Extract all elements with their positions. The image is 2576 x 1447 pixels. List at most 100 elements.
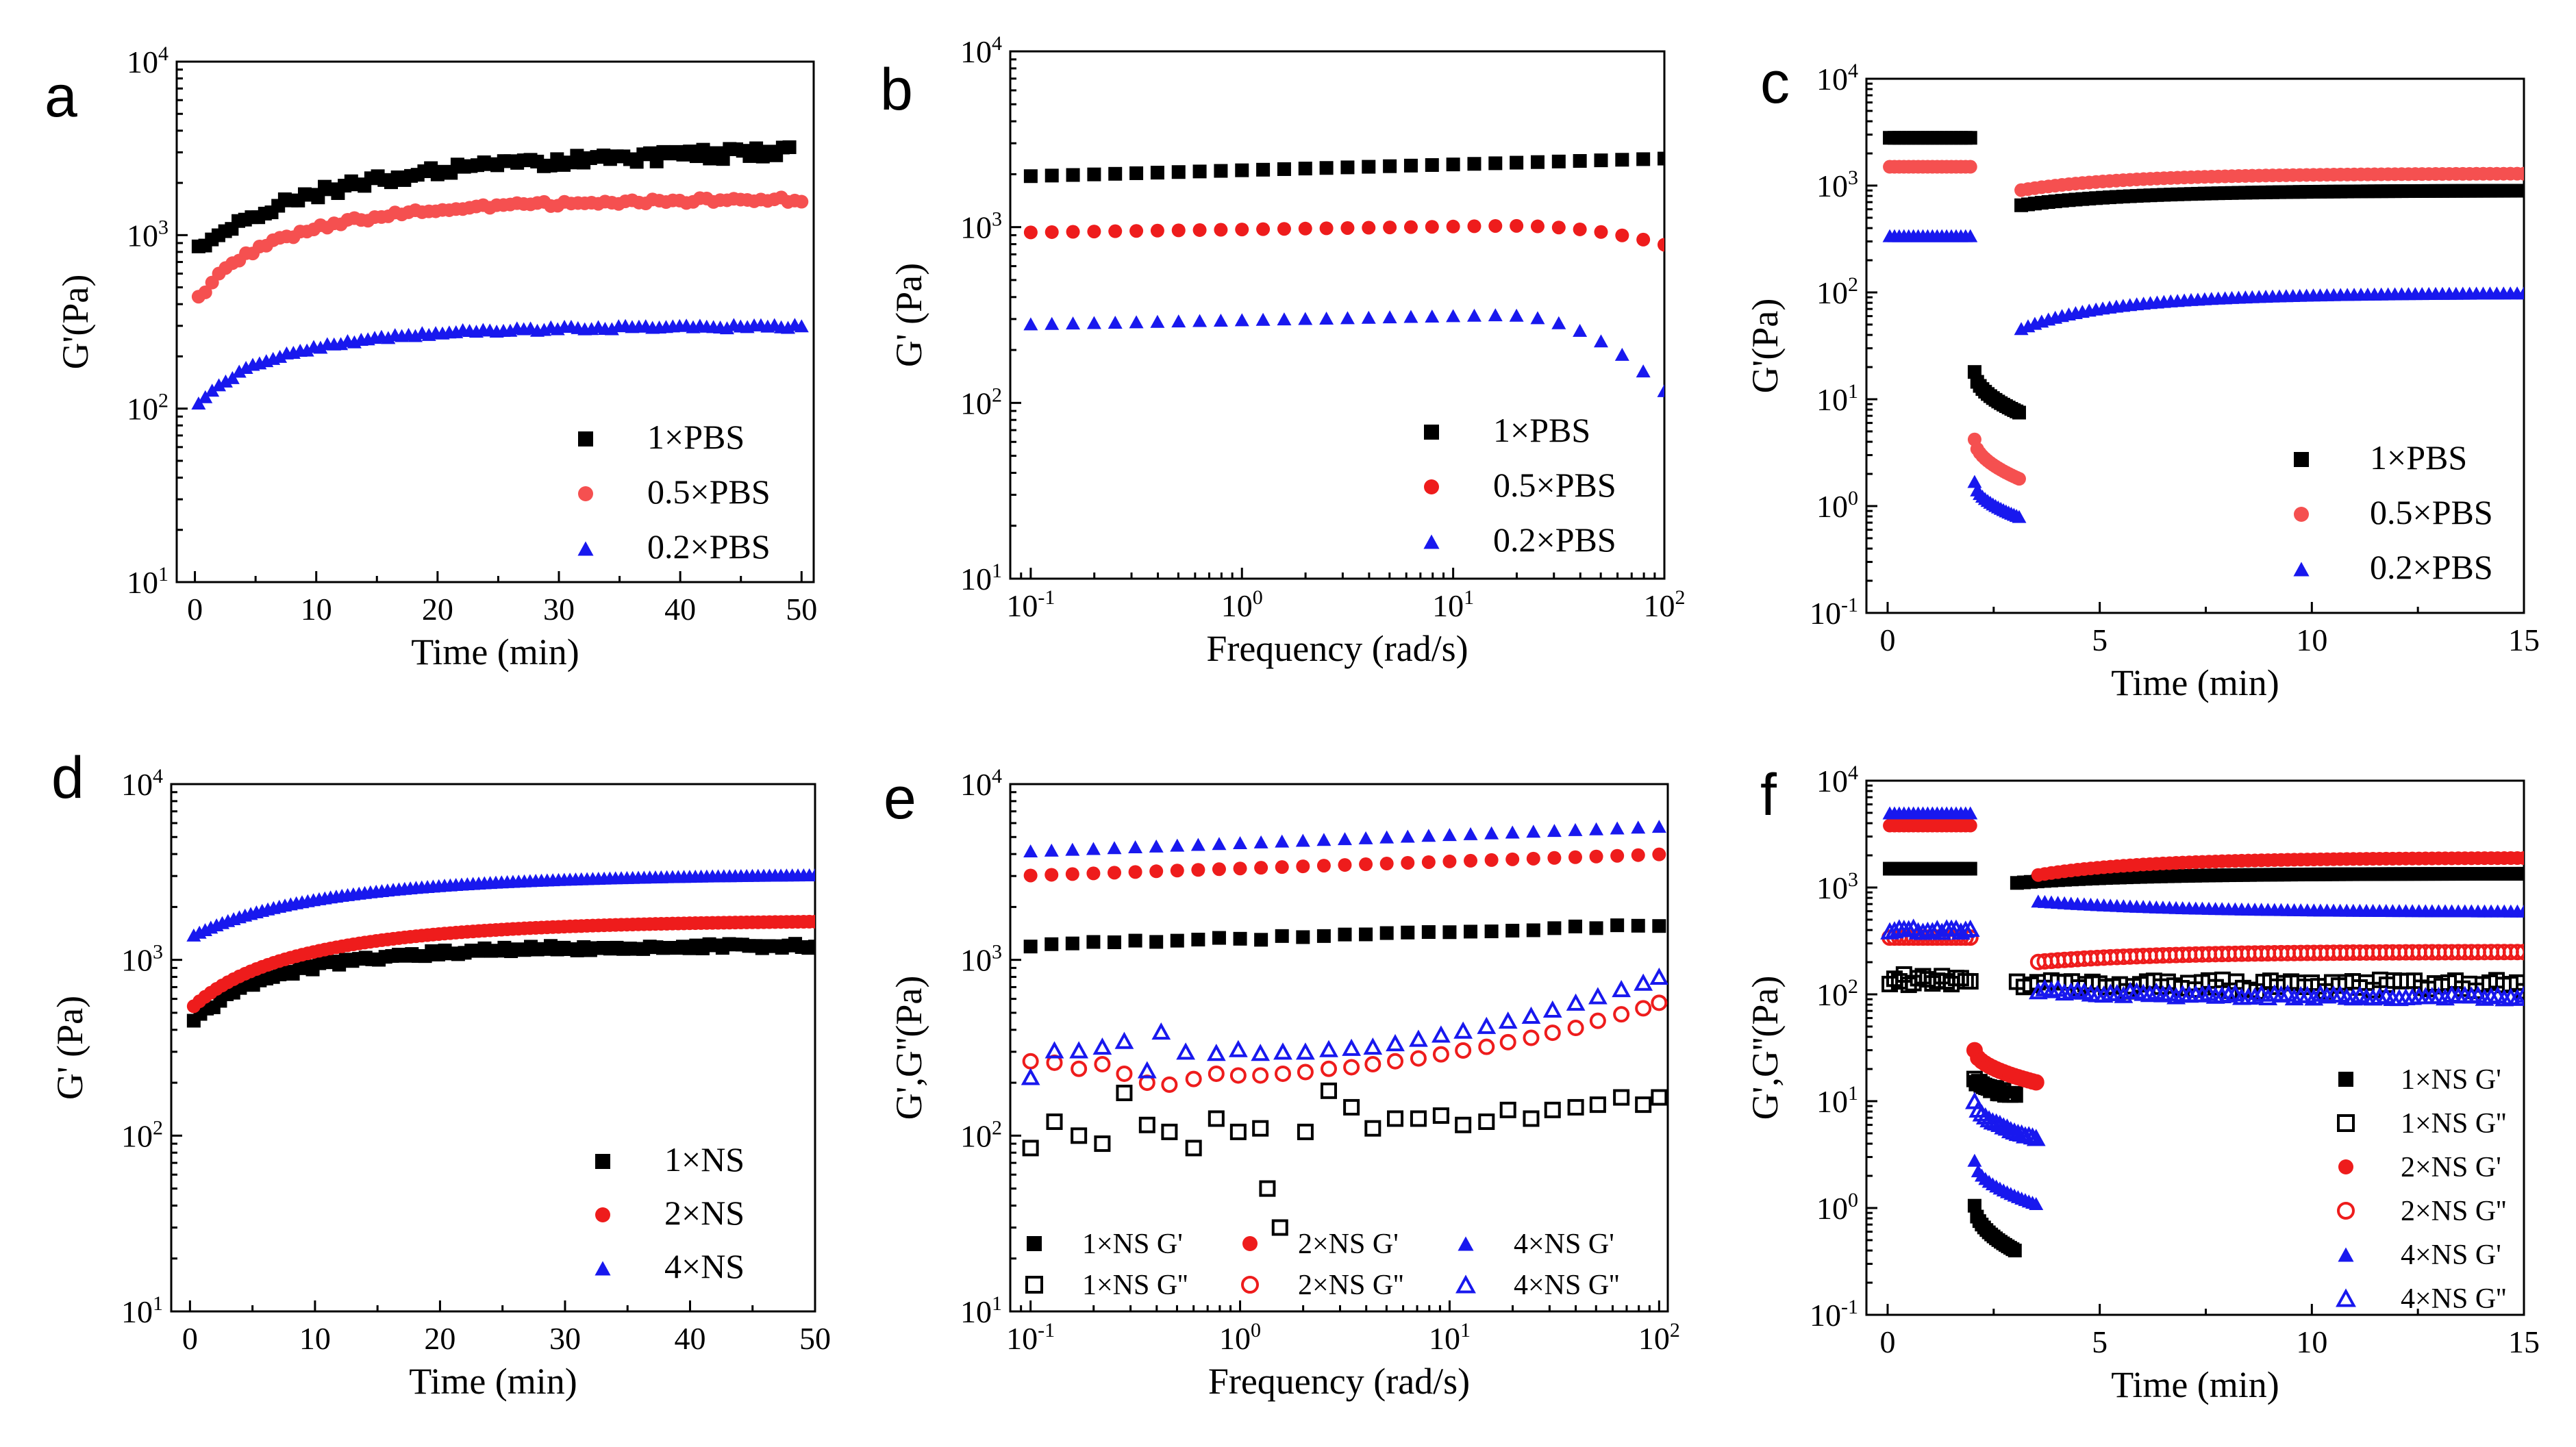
data-point: [1658, 238, 1664, 252]
data-point: [1505, 923, 1520, 938]
data-point: [1488, 308, 1503, 322]
data-point: [1273, 1042, 1292, 1060]
data-point: [1190, 838, 1205, 851]
data-point: [1256, 162, 1271, 177]
data-point: [1425, 158, 1439, 172]
data-point: [1171, 223, 1186, 238]
data-point: [1510, 218, 1524, 233]
data-point: [794, 319, 809, 333]
data-point: [1066, 225, 1080, 239]
x-tick-label: 100: [1219, 1319, 1261, 1356]
legend-label: 4×NS: [664, 1247, 745, 1285]
data-point: [1107, 841, 1122, 855]
x-axis-title: Time (min): [2111, 662, 2279, 703]
data-point: [1343, 1059, 1360, 1076]
data-point: [1340, 221, 1355, 235]
data-point: [808, 914, 815, 929]
data-point: [1526, 923, 1540, 938]
x-tick-label: 15: [2508, 622, 2540, 657]
data-point: [1544, 1024, 1561, 1042]
data-point: [1403, 158, 1418, 173]
x-tick-label: 30: [549, 1321, 581, 1356]
data-point: [2508, 988, 2524, 1006]
series-1×NS: [186, 937, 815, 1028]
data-point: [2516, 904, 2524, 918]
data-point: [1128, 865, 1142, 879]
data-point: [1466, 308, 1481, 322]
legend: 1×NS 2×NS 4×NS: [595, 1140, 745, 1285]
legend-marker: [2338, 1072, 2353, 1087]
data-point: [1212, 837, 1227, 851]
x-tick-label: 0: [1879, 1324, 1895, 1359]
data-layer: [1023, 151, 1664, 397]
data-point: [1523, 1110, 1540, 1127]
series-4×NS G'': [1021, 967, 1668, 1085]
legend: 1×NS G' 1×NS G'' 2×NS G' 2×NS G'' 4×NS G' 4×N…: [1025, 1229, 1619, 1301]
data-point: [1149, 839, 1164, 853]
data-layer: [1880, 806, 2524, 1258]
axes-frame: [1865, 77, 2525, 614]
data-point: [808, 868, 815, 881]
data-point: [1045, 937, 1059, 951]
data-point: [1636, 364, 1651, 378]
data-point: [1652, 847, 1666, 861]
data-point: [1150, 223, 1164, 238]
data-point: [1235, 163, 1249, 177]
data-point: [1161, 1076, 1178, 1093]
data-point: [1505, 852, 1520, 866]
data-point: [1213, 313, 1228, 327]
y-axis-title: G'(Pa): [55, 275, 96, 370]
y-tick-label: 100: [1816, 487, 1858, 524]
data-point: [1421, 829, 1436, 842]
legend-label: 0.5×PBS: [2370, 493, 2493, 531]
data-point: [1108, 224, 1123, 238]
legend-label: 1×PBS: [647, 418, 745, 456]
x-tick-label: 101: [1432, 586, 1474, 623]
data-point: [1094, 1055, 1111, 1072]
y-tick-label: 101: [960, 559, 1002, 596]
legend-marker: [578, 486, 593, 501]
y-axis-title: G',G''(Pa): [888, 976, 929, 1120]
panel-e: e 10-1 100 101 102 101 102 103 104 Frequency (rad…: [884, 765, 1680, 1402]
series-0.5×PBS: [1883, 160, 2524, 486]
series-1×PBS: [1023, 151, 1664, 184]
data-point: [1150, 314, 1165, 328]
x-tick-label: 102: [1644, 586, 1686, 623]
legend-marker: [2294, 507, 2309, 522]
data-point: [1383, 159, 1397, 173]
data-point: [1594, 225, 1608, 239]
data-point: [1510, 155, 1524, 170]
data-point: [1401, 855, 1415, 870]
data-point: [1881, 975, 1899, 992]
data-point: [1530, 219, 1545, 234]
legend-label: 0.5×PBS: [647, 473, 771, 511]
panel-letter: a: [45, 64, 77, 129]
data-point: [2516, 944, 2524, 961]
data-point: [1275, 860, 1289, 875]
data-point: [1275, 929, 1289, 943]
data-point: [2304, 988, 2324, 1006]
legend: 1×NS G' 1×NS G'' 2×NS G' 2×NS G'' 4×NS G' 4×N…: [2336, 1064, 2506, 1315]
data-point: [1986, 1113, 2006, 1131]
data-point: [1478, 1038, 1495, 1055]
data-point: [1255, 312, 1271, 326]
data-point: [1185, 1070, 1202, 1087]
data-point: [1967, 1153, 1982, 1167]
data-point: [2514, 985, 2524, 1003]
data-point: [1979, 1110, 1999, 1128]
data-point: [1233, 861, 1247, 876]
data-point: [1321, 1060, 1338, 1077]
data-point: [1431, 1025, 1451, 1043]
data-point: [2027, 1074, 2044, 1091]
data-point: [212, 378, 227, 392]
legend-label: 2×NS: [664, 1194, 745, 1232]
data-point: [1651, 820, 1666, 833]
data-point: [1321, 1082, 1338, 1099]
y-tick-label: 103: [121, 941, 163, 978]
data-layer: [191, 140, 809, 410]
data-point: [1613, 1089, 1630, 1106]
data-point: [1551, 221, 1566, 235]
data-point: [1899, 920, 1918, 938]
x-tick-label: 0: [1879, 622, 1895, 657]
data-point: [1363, 1037, 1383, 1055]
